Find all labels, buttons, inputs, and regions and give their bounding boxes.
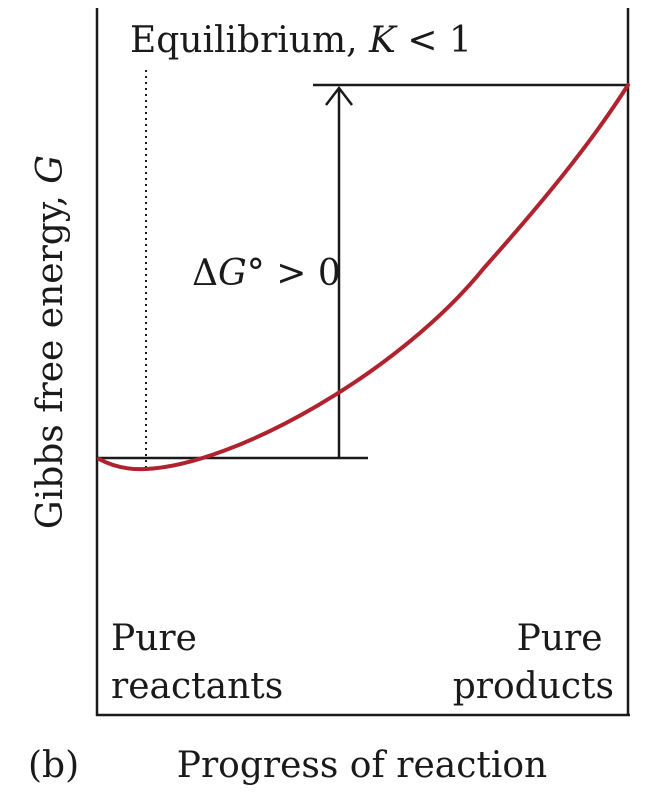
pure-reactants-label: Pure reactants <box>111 618 283 707</box>
equilibrium-label: Equilibrium, K < 1 <box>130 20 472 61</box>
x-axis-label: Progress of reaction <box>177 745 547 786</box>
gibbs-energy-curve <box>97 83 630 472</box>
pure-products-line-2: products <box>453 666 614 707</box>
delta-g-arrow-head <box>325 85 353 106</box>
pure-reactants-line-2: reactants <box>111 666 283 707</box>
panel-label: (b) <box>28 745 79 786</box>
y-axis-label: Gibbs free energy, G <box>30 155 71 529</box>
pure-products-label: Pure products <box>453 618 614 707</box>
delta-g-label: ΔG° > 0 <box>192 253 341 294</box>
pure-products-line-1: Pure <box>517 618 603 659</box>
pure-reactants-line-1: Pure <box>111 618 197 659</box>
